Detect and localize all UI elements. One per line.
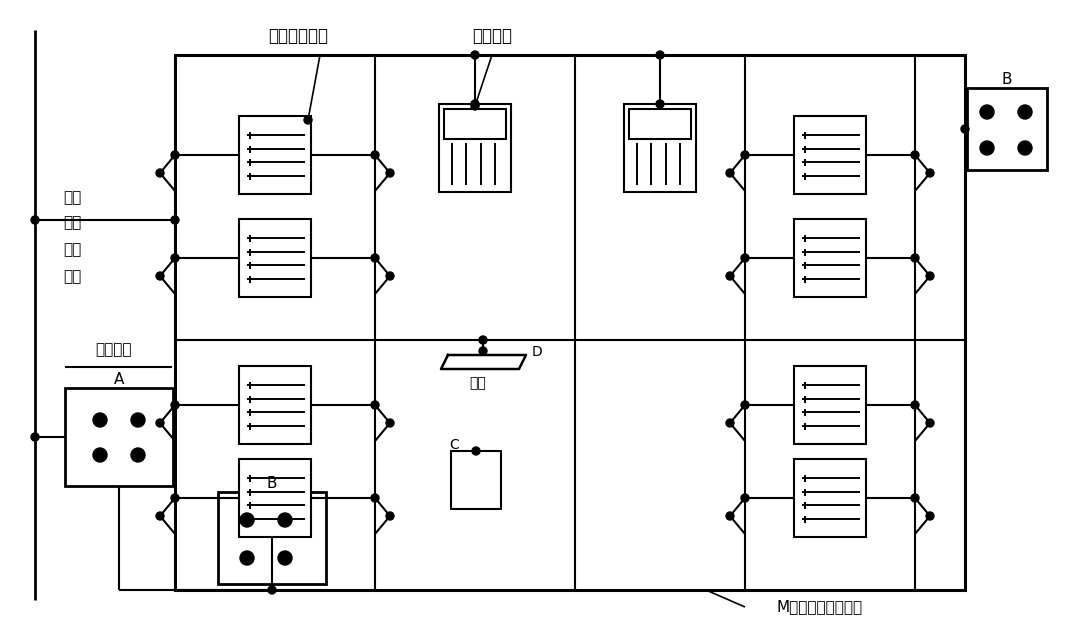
Circle shape bbox=[926, 169, 934, 177]
Circle shape bbox=[372, 401, 379, 409]
Text: C: C bbox=[449, 438, 459, 452]
Circle shape bbox=[278, 551, 292, 565]
Circle shape bbox=[926, 272, 934, 280]
Circle shape bbox=[480, 336, 487, 344]
Circle shape bbox=[741, 494, 750, 502]
Circle shape bbox=[131, 413, 145, 427]
Circle shape bbox=[480, 347, 487, 355]
Circle shape bbox=[156, 169, 164, 177]
Bar bbox=[239, 116, 311, 194]
Text: B: B bbox=[267, 477, 278, 492]
Text: 电气: 电气 bbox=[63, 190, 81, 205]
Text: 设备机房示意: 设备机房示意 bbox=[268, 27, 328, 45]
Circle shape bbox=[372, 494, 379, 502]
Bar bbox=[967, 88, 1047, 170]
Text: M型等电位连接网络: M型等电位连接网络 bbox=[777, 600, 863, 615]
Circle shape bbox=[1018, 141, 1032, 155]
Circle shape bbox=[656, 100, 664, 108]
Circle shape bbox=[726, 419, 734, 427]
Circle shape bbox=[240, 513, 254, 527]
Bar bbox=[629, 109, 691, 139]
Circle shape bbox=[156, 512, 164, 520]
Bar bbox=[239, 459, 311, 537]
Text: 线槽: 线槽 bbox=[470, 376, 486, 390]
Bar bbox=[794, 459, 866, 537]
Text: B: B bbox=[1002, 72, 1012, 87]
Circle shape bbox=[240, 551, 254, 565]
Circle shape bbox=[726, 512, 734, 520]
Text: 本层竖井: 本层竖井 bbox=[95, 343, 132, 358]
Circle shape bbox=[656, 51, 664, 59]
Circle shape bbox=[912, 151, 919, 159]
Circle shape bbox=[471, 102, 480, 110]
Circle shape bbox=[386, 272, 394, 280]
Circle shape bbox=[268, 586, 276, 594]
Circle shape bbox=[386, 419, 394, 427]
Text: 干线: 干线 bbox=[63, 270, 81, 285]
Circle shape bbox=[726, 272, 734, 280]
Bar bbox=[451, 451, 501, 509]
Circle shape bbox=[156, 419, 164, 427]
Circle shape bbox=[303, 116, 312, 124]
Bar bbox=[175, 55, 966, 590]
Text: 竖井: 竖井 bbox=[63, 215, 81, 230]
Bar bbox=[624, 104, 696, 192]
Circle shape bbox=[386, 169, 394, 177]
Circle shape bbox=[156, 272, 164, 280]
Circle shape bbox=[171, 151, 179, 159]
Circle shape bbox=[171, 254, 179, 262]
Circle shape bbox=[372, 254, 379, 262]
Circle shape bbox=[926, 512, 934, 520]
Circle shape bbox=[93, 413, 107, 427]
Bar bbox=[794, 366, 866, 444]
Text: 单台设备: 单台设备 bbox=[472, 27, 512, 45]
Circle shape bbox=[171, 216, 179, 224]
Circle shape bbox=[471, 51, 480, 59]
Circle shape bbox=[278, 513, 292, 527]
Circle shape bbox=[386, 512, 394, 520]
Circle shape bbox=[471, 100, 480, 108]
Circle shape bbox=[741, 151, 750, 159]
Circle shape bbox=[980, 105, 994, 119]
Text: A: A bbox=[113, 373, 124, 388]
Circle shape bbox=[131, 448, 145, 462]
Circle shape bbox=[926, 419, 934, 427]
Circle shape bbox=[741, 254, 750, 262]
Bar bbox=[794, 219, 866, 297]
Text: 接地: 接地 bbox=[63, 243, 81, 258]
Circle shape bbox=[472, 447, 480, 455]
Circle shape bbox=[1018, 105, 1032, 119]
Bar bbox=[239, 219, 311, 297]
Circle shape bbox=[741, 401, 750, 409]
Bar bbox=[65, 388, 173, 486]
Circle shape bbox=[31, 216, 39, 224]
Circle shape bbox=[93, 448, 107, 462]
Circle shape bbox=[171, 494, 179, 502]
Circle shape bbox=[726, 169, 734, 177]
Circle shape bbox=[912, 401, 919, 409]
Bar bbox=[239, 366, 311, 444]
Circle shape bbox=[372, 151, 379, 159]
Bar bbox=[794, 116, 866, 194]
Bar bbox=[438, 104, 511, 192]
Circle shape bbox=[961, 125, 969, 133]
Bar bbox=[218, 492, 326, 584]
Text: D: D bbox=[532, 345, 543, 359]
Circle shape bbox=[912, 494, 919, 502]
Bar bbox=[444, 109, 507, 139]
Circle shape bbox=[171, 401, 179, 409]
Circle shape bbox=[31, 433, 39, 441]
Circle shape bbox=[912, 254, 919, 262]
Circle shape bbox=[980, 141, 994, 155]
